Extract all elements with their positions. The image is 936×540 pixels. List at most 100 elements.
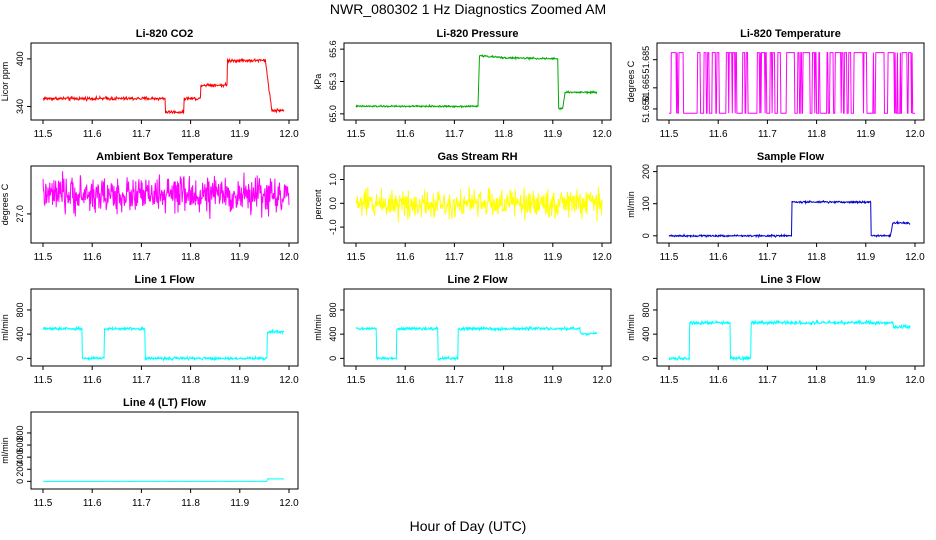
y-tick-label: 200 — [15, 462, 25, 477]
x-tick-label: 11.8 — [181, 498, 200, 509]
x-tick-label: 11.9 — [230, 498, 249, 509]
y-tick-label: 0 — [641, 233, 651, 238]
chart-title: Line 3 Flow — [761, 274, 821, 286]
x-tick-label: 11.6 — [83, 252, 102, 263]
x-tick-label: 11.6 — [709, 129, 728, 140]
y-tick-label: 0 — [15, 479, 25, 484]
x-tick-label: 11.5 — [347, 375, 366, 386]
y-tick-label: -1.0 — [328, 219, 338, 235]
x-tick-label: 11.6 — [396, 375, 415, 386]
y-axis-label: ml/min — [0, 314, 10, 341]
x-tick-label: 11.5 — [347, 252, 366, 263]
x-tick-label: 11.8 — [181, 375, 200, 386]
series-line — [668, 319, 911, 362]
x-tick-label: 11.8 — [494, 252, 513, 263]
y-axis-label: degrees C — [0, 183, 10, 225]
x-tick-label: 11.7 — [758, 375, 777, 386]
x-tick-label: 11.6 — [709, 252, 728, 263]
x-tick-label: 12.0 — [905, 252, 925, 263]
panel-ambient-temp: Ambient Box Temperature degrees C 27.0 11.5… — [0, 151, 299, 263]
y-tick-label: 340 — [15, 99, 25, 114]
x-tick-label: 11.8 — [494, 375, 513, 386]
x-tick-label: 11.6 — [83, 129, 102, 140]
x-tick-label: 11.7 — [445, 129, 464, 140]
plot-frame — [656, 42, 925, 121]
x-tick-label: 11.9 — [856, 375, 875, 386]
chart-title: Li-820 Pressure — [437, 28, 519, 40]
x-tick-label: 11.7 — [132, 252, 151, 263]
plot-frame — [30, 411, 299, 490]
panel-pressure: Li-820 Pressure kPa 65.0 65.3 65.6 11.5 11.6 11… — [313, 28, 612, 140]
x-tick-label: 11.7 — [132, 129, 151, 140]
plot-frame — [656, 165, 925, 244]
x-tick-label: 12.0 — [279, 498, 299, 509]
chart-title: Sample Flow — [757, 151, 825, 163]
series-line — [355, 186, 603, 223]
panel-line2-flow: Line 2 Flow ml/min 0 400 800 11.5 11.6 11.7 11.8… — [313, 274, 612, 386]
y-axis-label: Licor ppm — [0, 62, 10, 102]
y-axis-label: ml/min — [626, 314, 636, 341]
x-tick-label: 11.5 — [34, 498, 53, 509]
y-tick-label: 400 — [641, 327, 651, 342]
plot-frame — [30, 42, 299, 121]
x-tick-label: 11.7 — [445, 375, 464, 386]
x-tick-label: 11.6 — [709, 375, 728, 386]
y-axis-label: ml/min — [626, 191, 636, 218]
x-tick-label: 11.5 — [660, 129, 679, 140]
x-tick-label: 11.8 — [181, 129, 200, 140]
x-tick-label: 12.0 — [279, 129, 299, 140]
chart-title: Line 4 (LT) Flow — [123, 397, 206, 409]
y-tick-label: 27.0 — [15, 205, 25, 223]
y-tick-label: 1.0 — [328, 173, 338, 186]
y-tick-label: 65.0 — [328, 105, 338, 123]
x-tick-label: 11.5 — [34, 252, 53, 263]
panel-line3-flow: Line 3 Flow ml/min 0 400 800 11.5 11.6 11.7 11.8… — [626, 274, 925, 386]
y-tick-label: 800 — [15, 425, 25, 440]
x-tick-label: 11.5 — [660, 252, 679, 263]
x-axis-caption: Hour of Day (UTC) — [409, 518, 527, 534]
y-tick-label: 400 — [15, 51, 25, 66]
y-tick-label: 600 — [15, 438, 25, 453]
chart-title: Gas Stream RH — [437, 151, 517, 163]
y-tick-label: 800 — [15, 302, 25, 317]
x-tick-label: 11.9 — [856, 252, 875, 263]
y-tick-label: 65.3 — [328, 73, 338, 91]
x-tick-label: 11.5 — [34, 375, 53, 386]
y-tick-label: 0 — [641, 356, 651, 361]
y-tick-label: 200 — [641, 164, 651, 179]
y-tick-label: 0 — [15, 356, 25, 361]
plot-frame — [30, 165, 299, 244]
y-axis-label: degrees C — [626, 60, 636, 102]
series-line — [42, 171, 290, 220]
x-tick-label: 12.0 — [592, 129, 612, 140]
y-axis-label: ml/min — [313, 314, 323, 341]
chart-title: Li-820 Temperature — [740, 28, 841, 40]
x-tick-label: 11.8 — [494, 129, 513, 140]
series-line — [42, 325, 285, 362]
x-tick-label: 11.9 — [230, 252, 249, 263]
y-tick-label: 400 — [328, 327, 338, 342]
x-tick-label: 11.9 — [543, 252, 562, 263]
x-tick-label: 11.6 — [396, 252, 415, 263]
x-tick-label: 11.8 — [807, 252, 826, 263]
y-tick-label: 0.0 — [328, 197, 338, 210]
y-tick-label: 51.665 — [641, 74, 651, 102]
y-tick-label: 400 — [15, 327, 25, 342]
panel-licor-temp: Li-820 Temperature degrees C 51.65051.6655… — [626, 28, 925, 140]
y-tick-label: 100 — [641, 196, 651, 211]
x-tick-label: 11.7 — [758, 252, 777, 263]
y-tick-label: 800 — [641, 302, 651, 317]
x-tick-label: 12.0 — [279, 375, 299, 386]
panel-co2: Li-820 CO2 Licor ppm 340 400 11.5 11.6 11.7 11.… — [0, 28, 299, 140]
y-tick-label: 51.685 — [641, 46, 651, 74]
plot-frame — [30, 288, 299, 367]
x-tick-label: 12.0 — [592, 252, 612, 263]
x-tick-label: 11.7 — [758, 129, 777, 140]
x-tick-label: 11.8 — [181, 252, 200, 263]
x-tick-label: 11.6 — [83, 375, 102, 386]
series-line — [668, 199, 911, 239]
chart-title: Li-820 CO2 — [136, 28, 193, 40]
figure-title: NWR_080302 1 Hz Diagnostics Zoomed AM — [329, 1, 607, 17]
